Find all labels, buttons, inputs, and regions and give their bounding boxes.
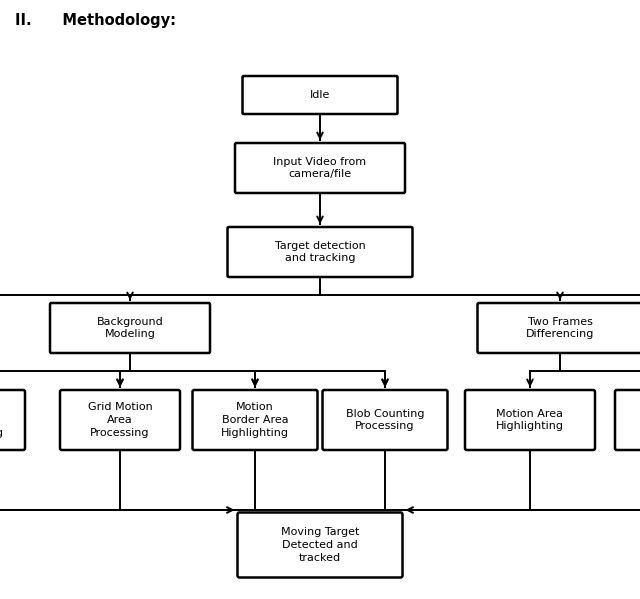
Text: Two Frames
Differencing: Two Frames Differencing: [526, 317, 594, 340]
FancyBboxPatch shape: [237, 513, 403, 577]
Text: Motion
Area
Highlighting: Motion Area Highlighting: [0, 402, 4, 438]
Text: Idle: Idle: [310, 90, 330, 100]
FancyBboxPatch shape: [477, 303, 640, 353]
FancyBboxPatch shape: [615, 390, 640, 450]
FancyBboxPatch shape: [60, 390, 180, 450]
Text: Moving Target
Detected and
tracked: Moving Target Detected and tracked: [281, 527, 359, 563]
FancyBboxPatch shape: [193, 390, 317, 450]
FancyBboxPatch shape: [465, 390, 595, 450]
Text: Motion
Border Area
Highlighting: Motion Border Area Highlighting: [221, 402, 289, 438]
Text: Motion Area
Highlighting: Motion Area Highlighting: [496, 409, 564, 431]
FancyBboxPatch shape: [227, 227, 413, 277]
FancyBboxPatch shape: [50, 303, 210, 353]
FancyBboxPatch shape: [0, 390, 25, 450]
Text: Background
Modeling: Background Modeling: [97, 317, 163, 340]
FancyBboxPatch shape: [323, 390, 447, 450]
FancyBboxPatch shape: [235, 143, 405, 193]
Text: II.      Methodology:: II. Methodology:: [15, 13, 176, 28]
Text: Blob Counting
Processing: Blob Counting Processing: [346, 409, 424, 431]
Text: Target detection
and tracking: Target detection and tracking: [275, 241, 365, 264]
Text: Grid Motion
Area
Processing: Grid Motion Area Processing: [88, 402, 152, 438]
FancyBboxPatch shape: [243, 76, 397, 114]
Text: Input Video from
camera/file: Input Video from camera/file: [273, 156, 367, 179]
